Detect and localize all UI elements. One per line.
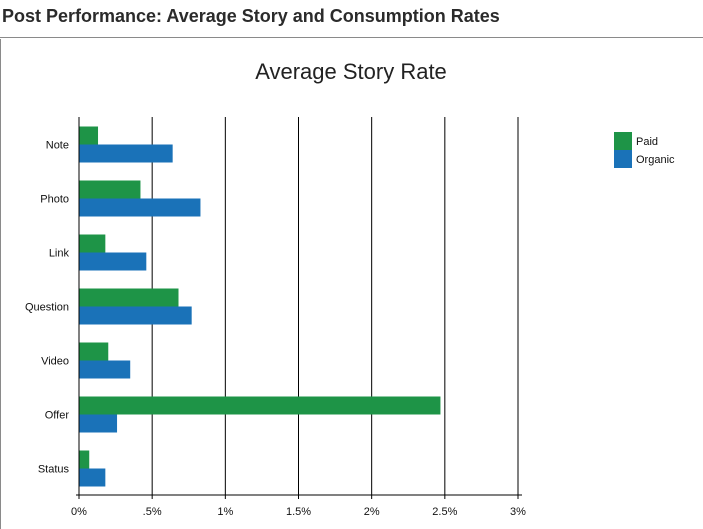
bar-paid-status	[79, 450, 90, 469]
category-label: Note	[46, 140, 69, 152]
legend: Paid Organic	[614, 132, 675, 168]
bar-paid-question	[79, 288, 179, 307]
category-label: Offer	[45, 410, 70, 422]
bar-organic-photo	[79, 198, 201, 217]
bar-paid-video	[79, 342, 109, 361]
bar-paid-offer	[79, 396, 441, 415]
category-label: Video	[41, 356, 69, 368]
x-tick-label: .5%	[143, 506, 162, 518]
chart-title: Average Story Rate	[255, 59, 447, 84]
category-label: Question	[25, 302, 69, 314]
bar-paid-link	[79, 234, 106, 253]
category-label: Link	[49, 248, 70, 260]
chart-frame	[0, 39, 703, 529]
bar-organic-offer	[79, 414, 118, 433]
legend-label-paid: Paid	[636, 136, 658, 148]
x-tick-label: 3%	[510, 506, 526, 518]
bar-organic-link	[79, 252, 147, 271]
legend-label-organic: Organic	[636, 154, 675, 166]
grid-lines	[151, 117, 519, 495]
x-tick-label: 2%	[364, 506, 380, 518]
page-title: Post Performance: Average Story and Cons…	[2, 6, 500, 26]
page-header: Post Performance: Average Story and Cons…	[0, 0, 703, 38]
axes: Note Photo Link Question Video Offer Status 0%.…	[25, 117, 526, 518]
bar-paid-photo	[79, 180, 141, 199]
x-tick-label: 0%	[71, 506, 87, 518]
bar-paid-note	[79, 126, 99, 145]
category-label: Status	[38, 464, 70, 476]
legend-swatch-paid	[614, 132, 632, 150]
legend-swatch-organic	[614, 150, 632, 168]
x-tick-label: 1.5%	[286, 506, 311, 518]
x-tick-label: 2.5%	[432, 506, 457, 518]
bar-organic-status	[79, 468, 106, 487]
bar-organic-note	[79, 144, 173, 163]
bars	[79, 126, 441, 487]
category-label: Photo	[40, 194, 69, 206]
bar-organic-video	[79, 360, 131, 379]
x-tick-label: 1%	[217, 506, 233, 518]
bar-organic-question	[79, 306, 192, 325]
